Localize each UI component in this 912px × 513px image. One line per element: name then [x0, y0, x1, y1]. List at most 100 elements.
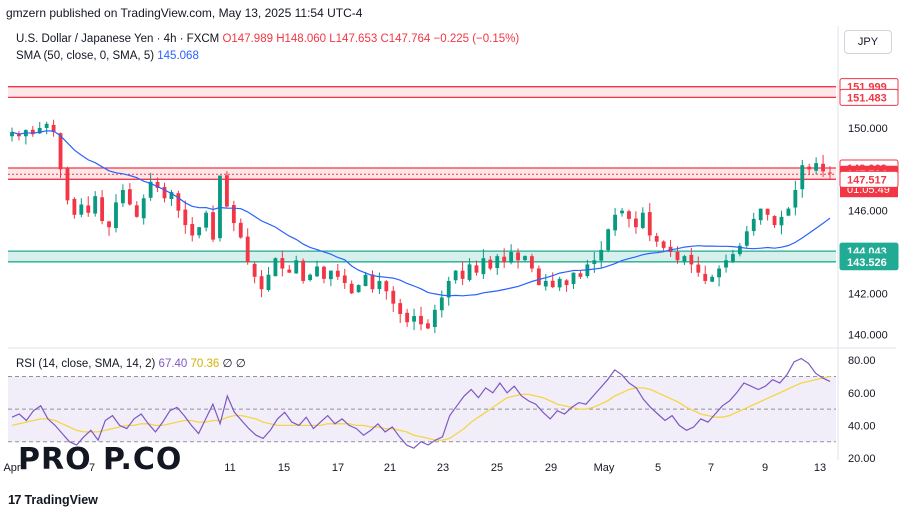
candle-body — [800, 165, 805, 190]
price-label-text: 144.043 — [847, 246, 887, 258]
candle-body — [516, 252, 520, 261]
time-tick-label: 13 — [814, 462, 826, 474]
time-tick-label: 23 — [437, 462, 449, 474]
price-tick-label: 144.000 — [848, 247, 888, 259]
candle-body — [245, 236, 250, 263]
candle-body — [807, 166, 812, 170]
candle-body — [668, 246, 673, 252]
candle-body — [162, 186, 167, 199]
tradingview-brand-text: TradingView — [24, 492, 98, 507]
candle-body — [322, 266, 326, 279]
price-label-tag — [839, 170, 899, 188]
candle-body — [211, 212, 215, 240]
ohlc-low: L147.653 — [329, 33, 378, 45]
candle-body — [814, 163, 819, 171]
candle-body — [301, 260, 306, 281]
price-label-text: 143.526 — [847, 257, 887, 269]
candle-body — [391, 290, 396, 304]
price-tick-label: 150.000 — [848, 123, 888, 135]
candle-body — [287, 269, 292, 273]
price-tick-label: 142.000 — [848, 288, 888, 300]
rsi-legend-extra: ∅ ∅ — [222, 358, 246, 370]
candle-body — [10, 132, 14, 137]
candle-body — [793, 190, 798, 208]
price-tick-label: 146.000 — [848, 206, 888, 218]
zone-resistance-mid — [8, 168, 836, 180]
candle-body — [30, 129, 35, 135]
candle-body — [93, 196, 98, 214]
candle-body — [238, 222, 243, 238]
sma-legend-value: 145.068 — [157, 50, 199, 62]
candle-body — [453, 270, 458, 281]
candle-body — [557, 278, 562, 288]
candle-body — [294, 260, 299, 274]
time-tick-label: 29 — [545, 462, 557, 474]
sma-legend: SMA (50, close, 0, SMA, 5) 145.068 — [16, 50, 199, 62]
candle-body — [23, 130, 28, 137]
candle-body — [280, 258, 285, 269]
price-label-tag — [839, 88, 899, 106]
rsi-ma-line — [11, 375, 831, 441]
candle-body — [613, 214, 618, 231]
rsi-tick-label: 20.00 — [848, 453, 876, 465]
candle-body — [786, 208, 791, 216]
candle-body — [432, 309, 437, 328]
candle-body — [148, 181, 153, 198]
sma-line — [11, 130, 831, 297]
candle-body — [197, 227, 202, 236]
time-tick-label: 25 — [491, 462, 503, 474]
candle-body — [828, 172, 832, 174]
rsi-legend: RSI (14, close, SMA, 14, 2) 67.40 70.36 … — [16, 356, 246, 370]
price-label-text: 148.063 — [847, 163, 887, 175]
candle-body — [349, 283, 354, 294]
candle-body — [571, 272, 576, 284]
candle-body — [412, 316, 416, 322]
candle-body — [426, 323, 430, 329]
candle-body — [585, 264, 590, 277]
candle-body — [204, 212, 209, 228]
tradingview-brand: 17 TradingView — [8, 492, 98, 507]
candle-body — [155, 181, 160, 188]
price-label-text: 151.999 — [847, 82, 887, 94]
candle-body — [308, 274, 312, 281]
candle-body — [134, 205, 139, 217]
candle-body — [79, 204, 84, 215]
candle-body — [689, 254, 694, 265]
candle-body — [661, 241, 666, 248]
candle-body — [509, 252, 514, 263]
candle-body — [564, 280, 569, 286]
price-label-tag — [839, 165, 899, 183]
candle-body — [696, 264, 701, 273]
candle-body — [682, 256, 687, 262]
currency-button[interactable]: JPY — [844, 30, 892, 54]
candle-body — [315, 266, 319, 277]
candle-body — [121, 190, 125, 204]
candle-body — [654, 235, 659, 242]
candle-body — [114, 202, 118, 229]
ohlc-open: O147.989 — [222, 33, 273, 45]
zone-support — [8, 251, 836, 262]
candle-body — [523, 256, 527, 261]
price-tick-label: 148.000 — [848, 164, 888, 176]
rsi-tick-label: 80.00 — [848, 355, 876, 367]
ohlc-close: C147.764 — [380, 33, 431, 45]
candle-body — [384, 281, 389, 292]
time-tick-label: 21 — [384, 462, 396, 474]
watermark-logo: PRO P.CO — [18, 442, 183, 477]
candle-body — [419, 315, 423, 325]
rsi-ma-legend-value: 70.36 — [190, 358, 220, 370]
candle-body — [543, 280, 548, 287]
rsi-tick-label: 60.00 — [848, 388, 876, 400]
countdown-tag — [840, 182, 898, 198]
price-label-tag — [839, 253, 899, 271]
time-tick-label: 9 — [762, 462, 768, 474]
sma-legend-label: SMA (50, close, 0, SMA, 5) — [16, 50, 155, 62]
candle-body — [606, 229, 611, 251]
ohlc-high: H148.060 — [276, 33, 327, 45]
candle-body — [377, 280, 382, 290]
candle-body — [495, 256, 500, 269]
candle-body — [647, 212, 652, 236]
candle-body — [536, 268, 541, 286]
zone-resistance-top — [8, 86, 836, 98]
